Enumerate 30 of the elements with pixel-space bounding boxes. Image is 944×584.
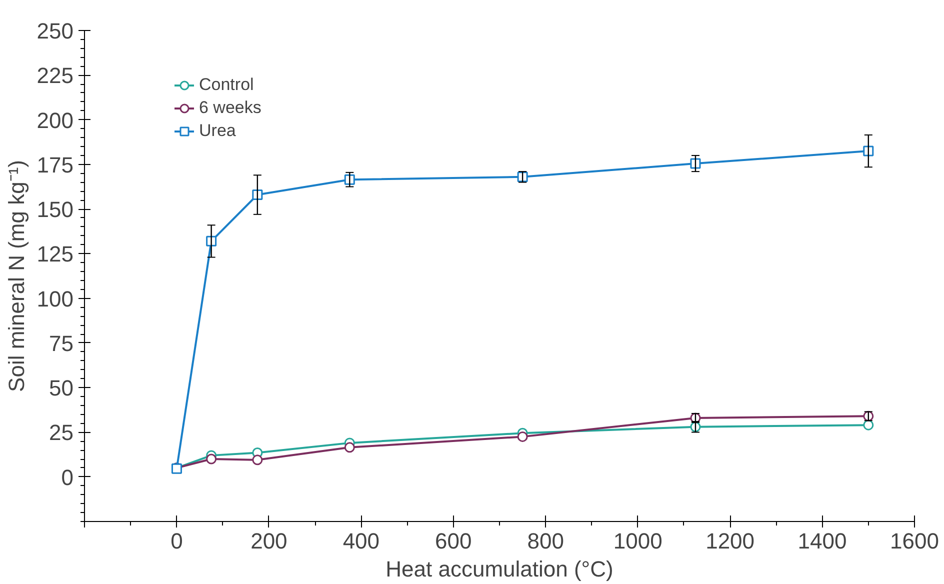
x-tick-label: 1200 xyxy=(706,528,755,554)
y-tick-label: 150 xyxy=(36,197,74,222)
y-tick-label: 75 xyxy=(49,330,74,356)
point xyxy=(252,454,263,466)
x-tick-label: 1400 xyxy=(798,528,847,554)
point xyxy=(206,454,217,464)
x-tick-label: 1000 xyxy=(613,528,662,554)
x-tick-label: 400 xyxy=(342,528,380,554)
point xyxy=(344,442,355,453)
legend-label: Control xyxy=(199,75,254,95)
x-axis-title: Heat accumulation (°C) xyxy=(386,556,614,582)
y-tick-label: 125 xyxy=(36,242,74,267)
point xyxy=(517,431,528,442)
y-tick-label: 225 xyxy=(36,63,74,88)
y-tick-label: 200 xyxy=(36,108,74,133)
point xyxy=(863,420,874,430)
y-axis-title: Soil mineral N (mg kg⁻¹) xyxy=(4,160,29,392)
legend-label: 6 weeks xyxy=(199,98,262,118)
y-tick-label: 250 xyxy=(36,18,74,44)
x-tick-label: 1600 xyxy=(890,528,939,554)
x-tick-label: 800 xyxy=(527,528,564,554)
y-tick-label: 100 xyxy=(36,286,74,312)
x-tick-label: 200 xyxy=(250,528,288,554)
y-tick-label: 0 xyxy=(61,464,74,490)
y-tick-label: 175 xyxy=(36,152,74,178)
y-tick-label: 25 xyxy=(49,420,74,446)
legend-label: Urea xyxy=(199,121,236,141)
x-tick-label: 0 xyxy=(170,528,183,554)
x-tick-label: 600 xyxy=(435,528,472,554)
y-tick-label: 50 xyxy=(49,376,74,401)
